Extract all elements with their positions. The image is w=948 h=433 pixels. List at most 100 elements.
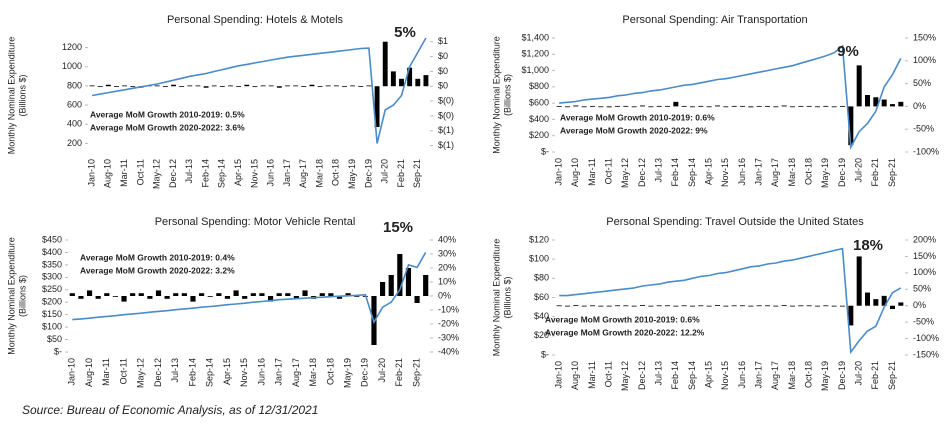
bar <box>831 106 837 108</box>
bar <box>89 85 95 87</box>
x-tick-label: May-12 <box>136 358 146 388</box>
bar <box>350 85 356 87</box>
bar <box>293 296 299 299</box>
y2-tick-label: 20% <box>438 262 456 272</box>
x-tick-label: Mar-11 <box>119 159 129 187</box>
bar <box>95 296 101 299</box>
x-tick-label: Nov-15 <box>720 158 730 187</box>
bar <box>706 106 712 108</box>
bar <box>252 86 258 88</box>
bar <box>681 105 687 107</box>
bar <box>665 305 670 307</box>
bar <box>740 305 745 307</box>
y-tick-label: 1200 <box>62 42 82 52</box>
bar <box>154 85 160 87</box>
bar <box>366 85 372 87</box>
bar <box>606 305 612 307</box>
x-tick-label: Feb-21 <box>870 361 880 390</box>
bar <box>285 85 290 87</box>
x-tick-label: Mar-11 <box>587 361 597 389</box>
x-tick-label: Dec-19 <box>837 158 847 187</box>
bar <box>656 305 662 307</box>
y-axis-label: Monthly Nominal Expenditure <box>6 237 16 355</box>
bar <box>224 296 231 299</box>
x-tick-label: Jan-17 <box>754 158 764 186</box>
y2-tick-label: 0% <box>438 290 451 300</box>
bar <box>405 268 412 296</box>
bar <box>573 305 579 306</box>
bar <box>873 97 879 107</box>
bar <box>698 305 704 307</box>
x-tick-label: Jul-20 <box>380 159 390 184</box>
y2-tick-label: 50% <box>913 284 931 294</box>
y-tick-label: $- <box>54 346 62 356</box>
x-tick-label: Sep-14 <box>217 159 227 188</box>
x-tick-label: May-12 <box>152 159 162 189</box>
bar <box>179 86 185 88</box>
y2-tick-label: 150% <box>913 32 936 42</box>
bar <box>781 105 787 107</box>
y-axis-label: Monthly Nominal Expenditure <box>6 37 16 155</box>
bar <box>112 296 118 297</box>
x-tick-label: Apr-15 <box>222 358 232 385</box>
bar <box>69 293 75 296</box>
y2-tick-label: 150% <box>913 251 936 261</box>
bar <box>380 282 386 296</box>
bar <box>121 296 127 302</box>
bar <box>78 296 84 299</box>
bar <box>890 305 895 309</box>
x-tick-label: Nov-15 <box>249 159 259 188</box>
bar <box>267 296 274 302</box>
y-tick-label: $350 <box>42 259 62 269</box>
bar <box>690 305 695 307</box>
bar <box>556 305 562 307</box>
y2-tick-label: -50% <box>913 124 934 134</box>
y2-tick-label: -40% <box>438 346 459 356</box>
bar <box>199 293 205 296</box>
x-tick-label: Oct-18 <box>804 361 814 388</box>
x-tick-label: Jul-20 <box>854 361 864 386</box>
bar <box>130 293 136 296</box>
y-tick-label: $250 <box>42 284 62 294</box>
bar <box>865 292 870 306</box>
growth-note: Average MoM Growth 2010-2019: 0.6% <box>545 314 700 324</box>
bar <box>397 254 403 296</box>
bar <box>681 305 687 307</box>
x-tick-label: Aug-10 <box>84 358 94 387</box>
chart-title: Personal Spending: Air Transportation <box>622 14 807 26</box>
y2-tick-label: 50% <box>913 78 931 88</box>
line-series <box>559 247 902 355</box>
y2-tick-label: -100% <box>913 146 939 156</box>
x-tick-label: Feb-14 <box>187 358 197 387</box>
y2-tick-label: 0% <box>913 300 926 310</box>
y2-tick-label: $(0) <box>438 110 454 120</box>
bar <box>155 290 162 296</box>
x-tick-label: Sep-21 <box>411 358 421 387</box>
bar <box>236 86 242 88</box>
growth-note: Average MoM Growth 2020-2022: 3.2% <box>80 265 235 275</box>
x-tick-label: Feb-14 <box>200 159 210 188</box>
bar <box>358 86 364 88</box>
bar <box>187 85 193 87</box>
x-tick-label: Nov-15 <box>239 358 249 387</box>
x-tick-label: Dec-12 <box>168 159 178 188</box>
x-tick-label: Oct-18 <box>331 159 341 186</box>
y-tick-label: $1,400 <box>521 32 549 42</box>
x-tick-label: Dec-19 <box>837 361 847 390</box>
y2-tick-label: 200% <box>913 234 936 244</box>
y2-tick-label: -50% <box>913 317 934 327</box>
chart-title: Personal Spending: Motor Vehicle Rental <box>155 216 356 228</box>
bar <box>195 85 201 87</box>
y-axis-label: (Billions $) <box>502 276 512 318</box>
bar <box>302 290 308 296</box>
bar <box>328 293 334 296</box>
y-axis-label: (Billions $) <box>502 74 512 116</box>
bar <box>354 296 360 297</box>
bar <box>823 105 829 107</box>
bar <box>765 105 770 107</box>
x-tick-label: Jan-10 <box>554 158 564 186</box>
growth-note: Average MoM Growth 2010-2019: 0.5% <box>90 109 245 119</box>
bar <box>815 305 820 307</box>
bar <box>881 99 887 107</box>
bar <box>856 256 862 306</box>
